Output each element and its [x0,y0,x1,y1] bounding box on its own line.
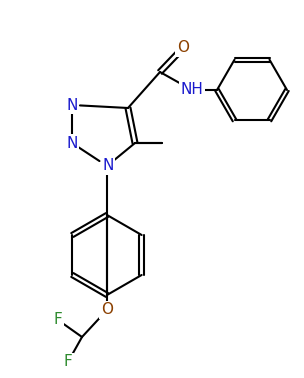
Text: N: N [66,98,78,113]
Text: NH: NH [181,82,203,98]
Text: F: F [54,313,62,327]
Text: O: O [101,302,113,318]
Text: O: O [177,40,189,56]
Text: N: N [102,158,114,174]
Text: N: N [66,135,78,150]
Text: F: F [64,355,72,370]
